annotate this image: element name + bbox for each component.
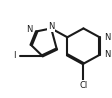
Text: N: N xyxy=(104,50,110,59)
Text: I: I xyxy=(13,51,16,60)
Text: Cl: Cl xyxy=(79,81,88,90)
Text: N: N xyxy=(26,25,33,34)
Text: N: N xyxy=(48,22,54,31)
Text: N: N xyxy=(104,33,110,42)
